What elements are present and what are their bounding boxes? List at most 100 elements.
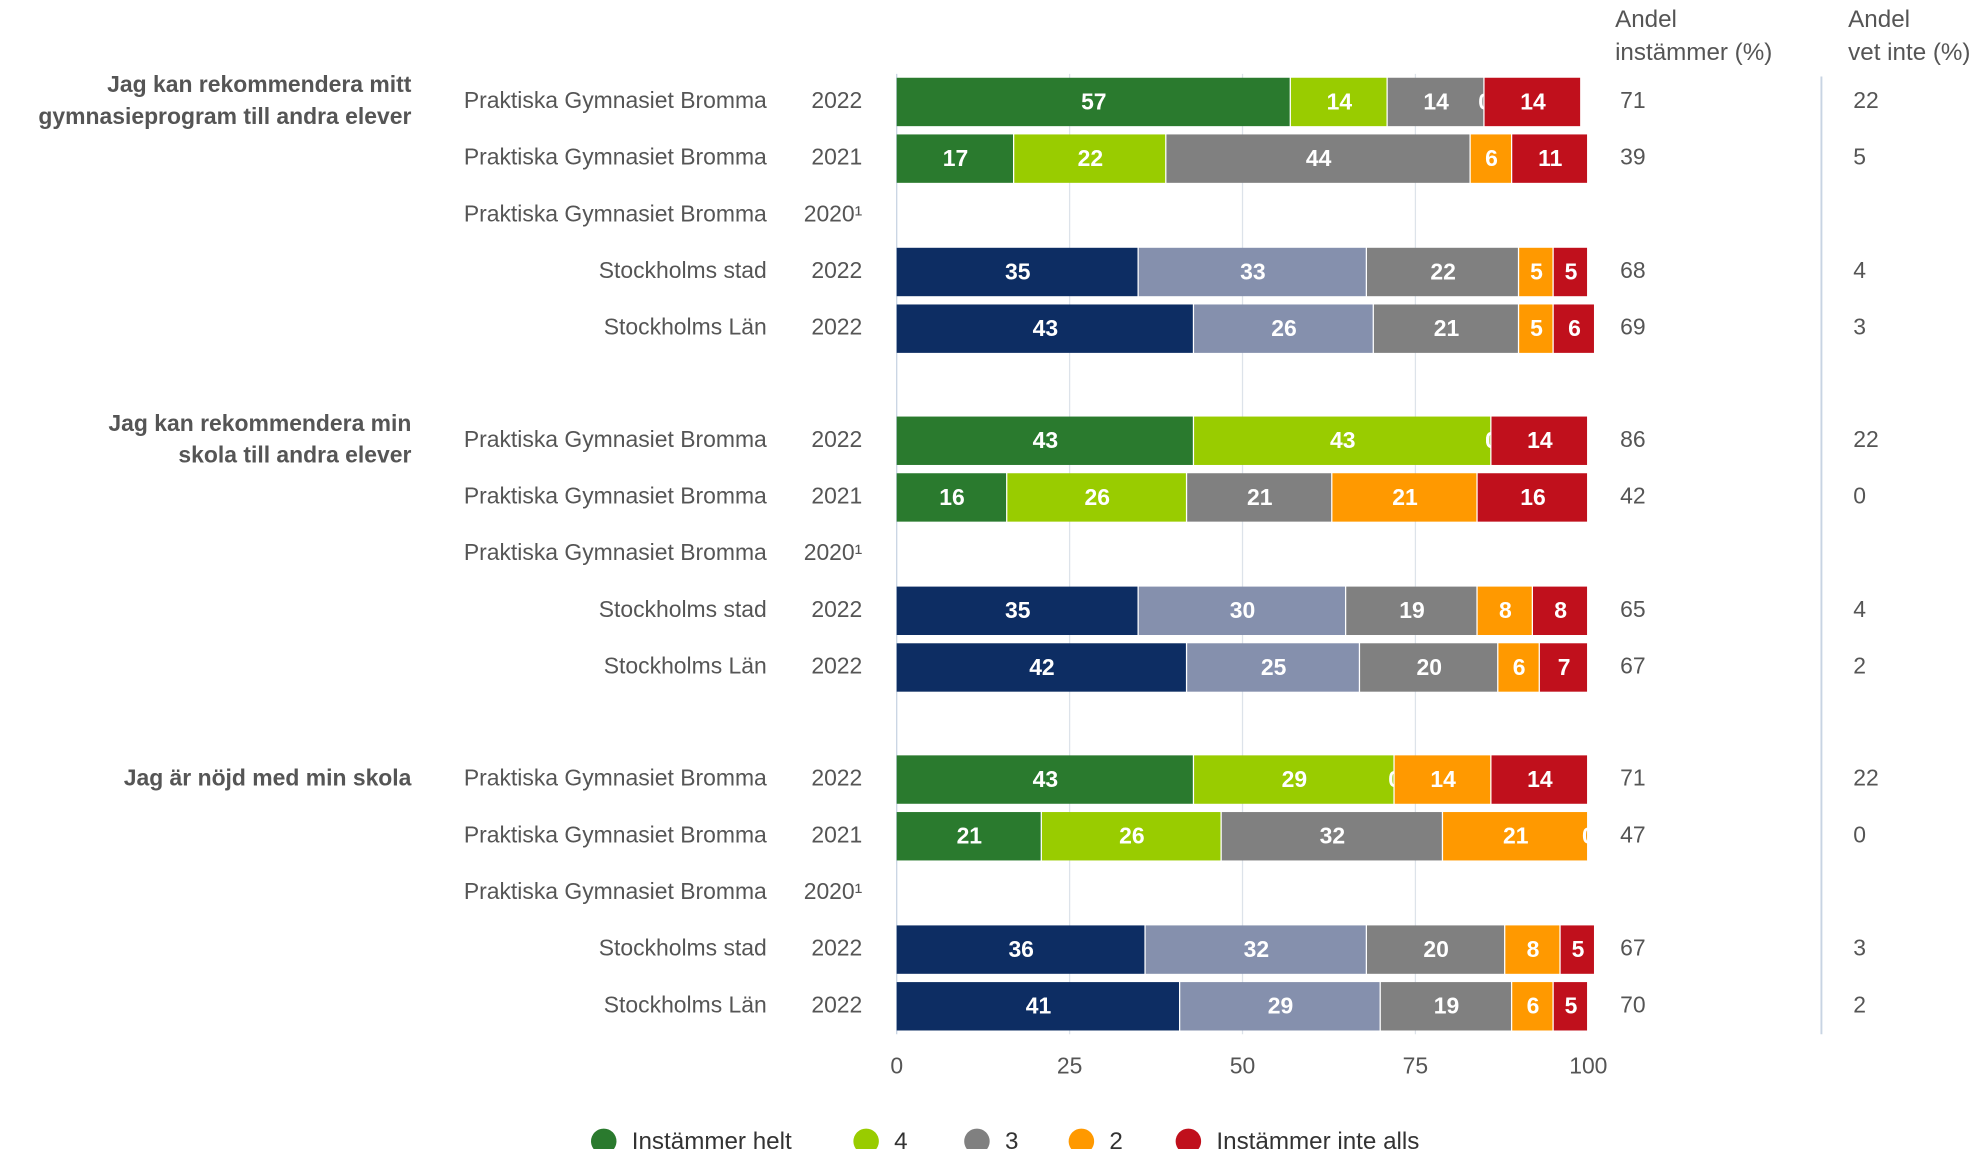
column-value: 71 xyxy=(1620,765,1645,791)
bar-segment xyxy=(1373,304,1518,353)
column-value: 69 xyxy=(1620,314,1645,340)
bar-segment xyxy=(1166,134,1470,183)
legend-label: 2 xyxy=(1109,1128,1122,1149)
x-tick-label: 50 xyxy=(1230,1052,1255,1078)
row-label: Stockholms stad xyxy=(599,596,767,622)
value-label: 41 xyxy=(1026,993,1052,1019)
bar-segment xyxy=(1512,134,1588,183)
column-header: Andel xyxy=(1615,6,1677,33)
bar-segment xyxy=(896,247,1138,297)
legend-marker xyxy=(591,1128,617,1149)
value-label: 32 xyxy=(1320,823,1345,849)
x-tick-label: 0 xyxy=(890,1052,903,1078)
row-year: 2022 xyxy=(811,87,862,113)
group-label: gymnasieprogram till andra elever xyxy=(38,103,411,129)
row-label: Praktiska Gymnasiet Bromma xyxy=(464,878,767,904)
legend-label: 3 xyxy=(1005,1128,1018,1149)
bar-segment xyxy=(1387,77,1484,127)
row-label: Praktiska Gymnasiet Bromma xyxy=(464,765,767,791)
legend-label: Instämmer helt xyxy=(632,1128,792,1149)
bar-segment xyxy=(1194,304,1373,353)
value-label: 5 xyxy=(1530,315,1543,341)
row-label: Stockholms stad xyxy=(599,935,767,961)
column-value: 2 xyxy=(1853,991,1866,1017)
bar-segment xyxy=(1553,304,1594,353)
value-label: 5 xyxy=(1565,258,1578,284)
bar-segment xyxy=(1367,925,1505,974)
group-label: skola till andra elever xyxy=(178,442,411,468)
value-label: 5 xyxy=(1565,993,1578,1019)
column-value: 3 xyxy=(1853,935,1866,961)
bar-segment xyxy=(1477,473,1588,522)
bar-segment xyxy=(1007,473,1186,522)
value-label: 6 xyxy=(1485,145,1498,171)
column-value: 71 xyxy=(1620,87,1645,113)
column-value: 39 xyxy=(1620,144,1645,170)
value-label: 29 xyxy=(1268,993,1293,1019)
bar-segment xyxy=(1041,812,1221,861)
value-label: 8 xyxy=(1499,597,1512,623)
column-value: 0 xyxy=(1853,482,1866,508)
legend-marker xyxy=(1068,1128,1095,1149)
row-year: 2022 xyxy=(811,314,862,340)
bar-segment xyxy=(1532,586,1588,636)
value-label: 14 xyxy=(1430,766,1456,792)
row-label: Praktiska Gymnasiet Bromma xyxy=(464,144,767,170)
legend-marker xyxy=(964,1128,990,1149)
row-year: 2022 xyxy=(811,426,862,452)
column-value: 22 xyxy=(1853,426,1878,452)
legend-label: 4 xyxy=(894,1128,907,1149)
value-label: 6 xyxy=(1568,315,1581,341)
column-value: 86 xyxy=(1620,426,1645,452)
row-year: 2022 xyxy=(811,257,862,283)
value-label: 7 xyxy=(1558,654,1571,680)
value-label: 33 xyxy=(1240,258,1265,284)
bar-segment xyxy=(1360,643,1498,692)
value-label: 19 xyxy=(1434,993,1459,1019)
bar-segment xyxy=(1332,473,1477,522)
value-label: 43 xyxy=(1330,427,1355,453)
value-label: 6 xyxy=(1527,993,1540,1019)
bar-segment xyxy=(1138,586,1345,636)
value-label: 43 xyxy=(1033,766,1058,792)
value-label: 5 xyxy=(1572,936,1585,962)
column-value: 22 xyxy=(1853,765,1878,791)
row-label: Praktiska Gymnasiet Bromma xyxy=(464,87,767,113)
bar-segment xyxy=(1560,925,1594,974)
value-label: 20 xyxy=(1423,936,1448,962)
bar-segment xyxy=(1367,247,1518,297)
value-label: 21 xyxy=(1503,823,1529,849)
value-label: 29 xyxy=(1282,766,1307,792)
column-value: 67 xyxy=(1620,653,1645,679)
value-label: 14 xyxy=(1423,88,1449,114)
value-label: 35 xyxy=(1005,597,1031,623)
x-tick-label: 75 xyxy=(1403,1052,1428,1078)
bar-segment xyxy=(1512,982,1553,1031)
bar-segment xyxy=(896,925,1145,974)
value-label: 0 xyxy=(1582,823,1595,849)
x-tick-label: 100 xyxy=(1569,1052,1607,1078)
value-label: 22 xyxy=(1078,145,1103,171)
value-label: 21 xyxy=(1392,484,1418,510)
value-label: 21 xyxy=(957,823,983,849)
value-label: 42 xyxy=(1029,654,1054,680)
group-label: Jag kan rekommendera mitt xyxy=(107,71,412,97)
row-year: 2021 xyxy=(811,821,862,847)
bar-segment xyxy=(1491,755,1588,804)
column-header: vet inte (%) xyxy=(1848,39,1970,66)
column-value: 4 xyxy=(1853,257,1866,283)
bar-segment xyxy=(896,473,1007,522)
column-value: 0 xyxy=(1853,821,1866,847)
row-year: 2020¹ xyxy=(804,539,863,565)
bar-segment xyxy=(1394,755,1491,804)
value-label: 14 xyxy=(1520,88,1546,114)
value-label: 6 xyxy=(1513,654,1526,680)
value-label: 11 xyxy=(1538,145,1562,171)
value-label: 14 xyxy=(1527,427,1553,453)
value-label: 8 xyxy=(1554,597,1567,623)
group-label: Jag kan rekommendera min xyxy=(108,410,411,436)
bar-segment xyxy=(1553,247,1588,297)
bar-segment xyxy=(1194,416,1491,465)
bar-segment xyxy=(1491,416,1588,465)
bar-segment xyxy=(1539,643,1588,692)
